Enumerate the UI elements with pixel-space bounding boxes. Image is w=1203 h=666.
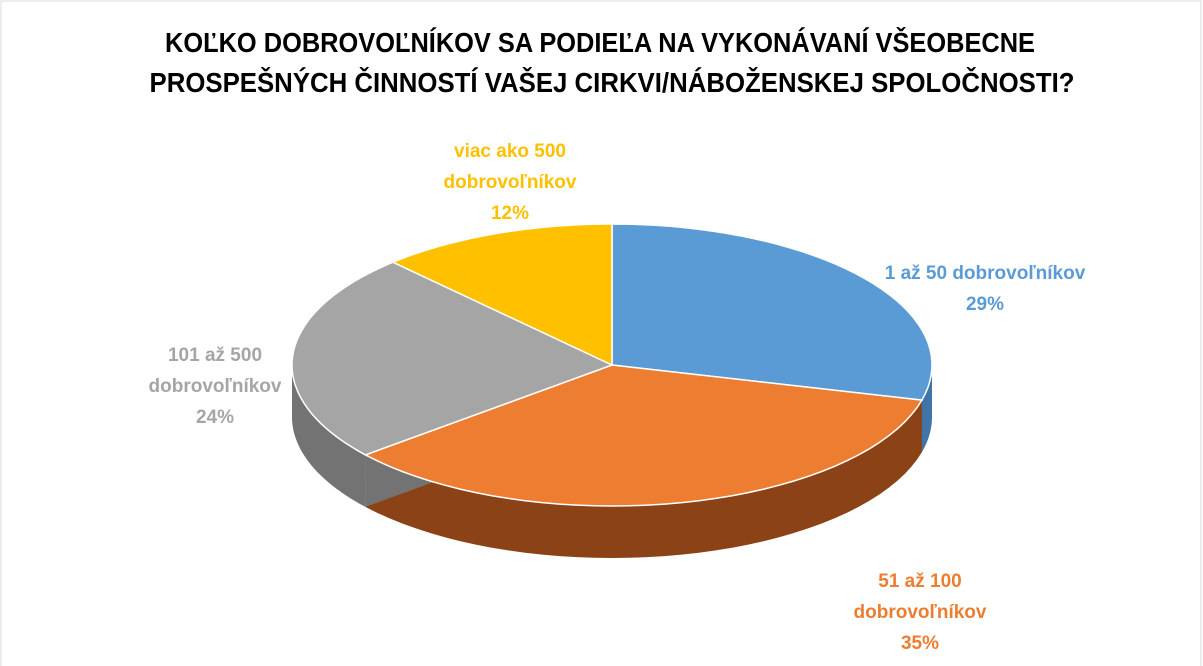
data-label: 101 až 500 dobrovoľníkov 24% xyxy=(130,340,300,433)
slice xyxy=(291,261,614,456)
slice-side xyxy=(921,365,932,453)
value-label: 24% xyxy=(195,407,235,428)
slice xyxy=(363,364,924,507)
slice-side xyxy=(365,400,922,558)
chart-title: KOĽKO DOBROVOĽNÍKOV SA PODIEĽA NA VYKONÁ… xyxy=(165,26,1035,58)
category-label: 1 až 50 dobrovoľníkov xyxy=(884,263,1086,284)
value-label: 29% xyxy=(965,294,1005,315)
slice-side xyxy=(292,365,366,507)
slice xyxy=(611,223,933,401)
slice xyxy=(391,223,613,367)
data-label: 51 až 100 dobrovoľníkov 35% xyxy=(820,566,1020,659)
value-label: 12% xyxy=(490,203,530,224)
value-label: 35% xyxy=(900,633,940,654)
category-label: 51 až 100 dobrovoľníkov xyxy=(853,571,987,623)
data-label: 1 až 50 dobrovoľníkov 29% xyxy=(845,258,1125,320)
category-label: 101 až 500 dobrovoľníkov xyxy=(148,345,282,397)
category-label: viac ako 500 dobrovoľníkov xyxy=(443,141,577,193)
chart-title: PROSPEŠNÝCH ČINNOSTÍ VAŠEJ CIRKVI/NÁBOŽE… xyxy=(150,66,1075,98)
data-label: viac ako 500 dobrovoľníkov 12% xyxy=(420,136,600,229)
